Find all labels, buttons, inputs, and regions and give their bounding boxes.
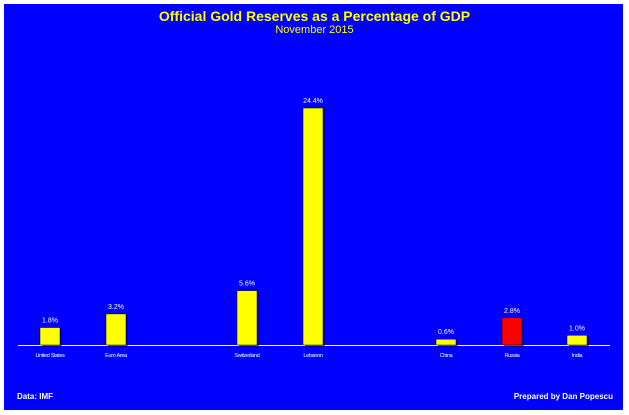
- bar-0: [39, 327, 61, 346]
- data-label: 3.2%: [108, 304, 124, 311]
- category-label: Euro Area: [105, 353, 128, 359]
- category-label: Russia: [504, 353, 520, 359]
- data-source-note: Data: IMF: [17, 392, 53, 401]
- chart-title: Official Gold Reserves as a Percentage o…: [158, 8, 471, 24]
- data-label: 1.8%: [42, 318, 58, 325]
- bar-1: [105, 313, 127, 346]
- data-label: 0.6%: [438, 329, 454, 336]
- bar-2: [236, 290, 258, 346]
- category-label: India: [572, 353, 584, 359]
- data-label: 2.8%: [504, 308, 520, 315]
- data-label: 24.4%: [303, 98, 323, 105]
- category-label: Lebanon: [303, 353, 323, 359]
- bar-6: [566, 335, 588, 346]
- bar-4: [435, 338, 457, 346]
- category-label: Switzerland: [234, 353, 259, 359]
- bar-5: [501, 317, 523, 346]
- bar-3: [302, 107, 324, 346]
- category-label: China: [440, 353, 454, 359]
- author-credit: Prepared by Dan Popescu: [513, 392, 613, 401]
- category-label: United States: [35, 353, 65, 359]
- chart-subtitle: November 2015: [275, 24, 354, 36]
- data-label: 1.0%: [569, 325, 585, 332]
- data-label: 5.6%: [239, 281, 255, 288]
